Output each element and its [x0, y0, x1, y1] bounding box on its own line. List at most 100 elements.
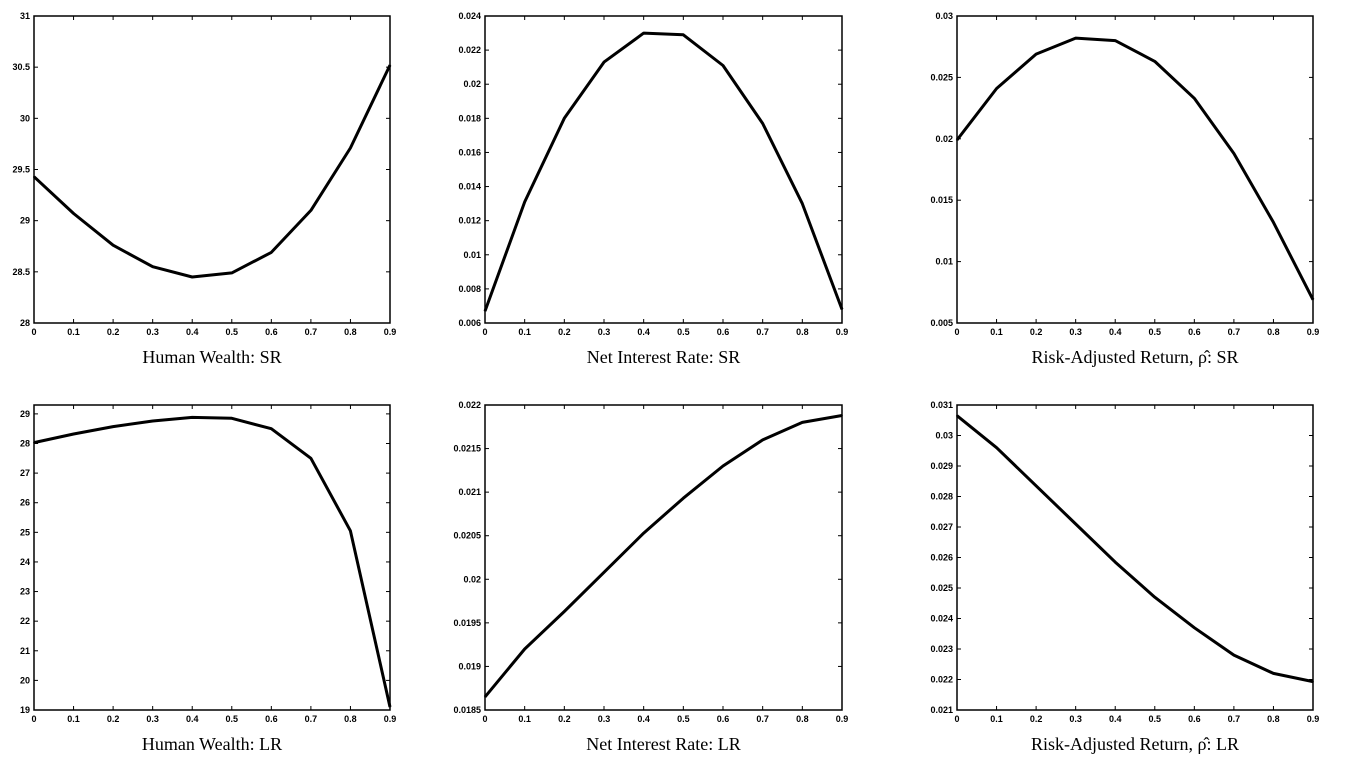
data-point	[1153, 60, 1156, 63]
x-tick-label: 0.2	[107, 714, 120, 724]
chart-panel-5: 0 0.1 0.2 0.3 0.4 0.5 0.6 0.7 0.8 0.9 0.0185 0.019 0…	[453, 400, 848, 754]
panel-caption: Risk-Adjusted Return, ρ̂: SR	[1032, 347, 1239, 367]
y-tick-label: 0.03	[935, 431, 953, 441]
y-tick-label: 27	[20, 468, 30, 478]
y-tick-label: 0.005	[930, 318, 953, 328]
series-line	[955, 36, 1315, 301]
data-point	[1233, 654, 1235, 656]
data-point	[603, 571, 605, 574]
y-tick-label: 30.5	[12, 62, 30, 72]
x-tick-label: 0.3	[146, 714, 159, 724]
y-tick-label: 30	[20, 113, 30, 123]
data-point	[33, 175, 35, 178]
plot-frame	[33, 404, 391, 711]
y-tick-label: 0.008	[458, 284, 481, 294]
data-point	[191, 416, 194, 419]
y-tick-label: 23	[20, 587, 30, 597]
y-tick-label: 26	[20, 498, 30, 508]
y-tick-label: 0.0195	[453, 618, 481, 628]
chart-panel-3: 0 0.1 0.2 0.3 0.4 0.5 0.6 0.7 0.8 0.9 0.005 0.01 0.0…	[930, 11, 1319, 367]
panel-caption: Net Interest Rate: LR	[586, 734, 740, 754]
series-line	[483, 31, 844, 312]
x-tick-label: 0.7	[1228, 327, 1241, 337]
data-point	[230, 272, 233, 274]
y-tick-label: 0.0205	[453, 531, 481, 541]
x-tick-label: 0.1	[990, 714, 1003, 724]
x-tick-label: 0.2	[558, 327, 571, 337]
x-tick-label: 0.4	[1109, 714, 1122, 724]
x-tick-label: 0.8	[344, 327, 357, 337]
data-point	[33, 441, 35, 444]
plot-frame	[956, 15, 1314, 324]
data-point	[1074, 523, 1077, 525]
chart-panel-2: 0 0.1 0.2 0.3 0.4 0.5 0.6 0.7 0.8 0.9 0.006 0.008 0.…	[458, 11, 848, 367]
x-tick-label: 0	[482, 714, 487, 724]
y-tick-label: 0.02	[935, 134, 953, 144]
x-tick-label: 0.7	[305, 327, 318, 337]
y-tick-label: 0.023	[930, 644, 953, 654]
data-point	[563, 610, 566, 613]
data-point	[722, 64, 724, 67]
y-tick-label: 0.028	[930, 492, 953, 502]
x-tick-label: 0.7	[1228, 714, 1241, 724]
x-tick-label: 0.3	[146, 327, 159, 337]
y-tick-label: 0.016	[458, 147, 481, 157]
x-tick-label: 0.9	[384, 714, 397, 724]
y-tick-label: 24	[20, 557, 30, 567]
data-point	[1312, 680, 1314, 683]
x-tick-label: 0.8	[1267, 714, 1280, 724]
x-tick-label: 0.1	[67, 327, 80, 337]
x-tick-label: 0.2	[1030, 714, 1043, 724]
data-point	[682, 33, 685, 36]
y-tick-label: 0.024	[458, 11, 481, 21]
x-tick-label: 0.6	[265, 714, 278, 724]
x-tick-label: 0.9	[1307, 327, 1320, 337]
x-tick-label: 0.5	[226, 714, 239, 724]
y-tick-label: 0.018	[458, 113, 481, 123]
data-point	[801, 421, 804, 424]
y-tick-label: 21	[20, 646, 30, 656]
y-tick-label: 0.03	[935, 11, 953, 21]
chart-panel-4: 0 0.1 0.2 0.3 0.4 0.5 0.6 0.7 0.8 0.9 19 20 21 22 23 24…	[20, 404, 397, 754]
x-tick-label: 0.4	[637, 327, 650, 337]
data-point	[151, 265, 154, 268]
x-tick-label: 0.9	[1307, 714, 1320, 724]
data-point	[389, 64, 391, 66]
x-tick-label: 0.6	[1188, 714, 1201, 724]
data-point	[1035, 53, 1037, 55]
y-tick-label: 0.022	[458, 45, 481, 55]
data-point	[1114, 39, 1117, 42]
data-point	[761, 439, 764, 441]
x-tick-label: 0.3	[1069, 714, 1082, 724]
data-point	[389, 706, 391, 708]
x-tick-label: 0	[954, 714, 959, 724]
data-point	[956, 139, 958, 141]
x-tick-label: 0.4	[637, 714, 650, 724]
x-tick-label: 0.4	[186, 327, 199, 337]
data-point	[1035, 485, 1037, 487]
x-tick-label: 0.2	[107, 327, 120, 337]
data-point	[841, 414, 843, 417]
y-tick-label: 29	[20, 216, 30, 226]
series-line	[483, 414, 843, 698]
data-point	[484, 310, 486, 312]
x-tick-label: 0	[482, 327, 487, 337]
y-tick-label: 0.026	[930, 553, 953, 563]
x-tick-label: 0.6	[717, 714, 730, 724]
y-tick-label: 0.022	[930, 675, 953, 685]
data-point	[112, 244, 114, 247]
y-tick-label: 28	[20, 438, 30, 448]
data-point	[1233, 152, 1235, 155]
data-point	[1074, 37, 1077, 39]
x-tick-label: 0.8	[796, 714, 809, 724]
y-tick-label: 0.015	[930, 195, 953, 205]
x-tick-label: 0.4	[1109, 327, 1122, 337]
data-point	[682, 497, 685, 500]
series-line	[32, 64, 392, 279]
plot-frame	[484, 15, 843, 324]
y-tick-label: 0.01	[463, 250, 481, 260]
x-tick-label: 0	[954, 327, 959, 337]
x-tick-label: 0.9	[836, 714, 849, 724]
data-point	[995, 87, 998, 90]
data-point	[310, 209, 312, 212]
